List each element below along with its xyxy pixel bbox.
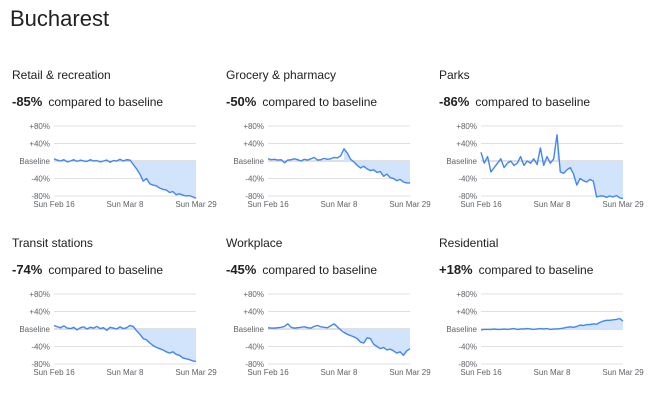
panel-retail: Retail & recreation -85% compared to base… [12,68,222,228]
y-tick-label: +40% [456,308,477,317]
change-value: -74% [12,262,43,277]
y-tick-label: +80% [29,290,50,299]
series-line [267,148,410,184]
change-area [556,318,623,329]
x-tick-label: Sun Feb 16 [460,200,502,209]
y-tick-label: Baseline [19,325,50,334]
x-tick-label: Sun Mar 8 [534,200,571,209]
y-tick-label: -80% [31,192,50,201]
panel-title: Transit stations [12,236,93,250]
y-tick-label: +40% [29,140,50,149]
y-tick-label: Baseline [446,325,477,334]
x-tick-label: Sun Mar 29 [602,200,644,209]
x-tick-label: Sun Mar 29 [389,368,431,377]
change-area [129,160,196,199]
series-line [480,134,624,200]
change-value: -50% [226,94,257,109]
panel-parks: Parks -86% compared to baseline +80% +40% B… [439,68,649,228]
y-tick-label: +40% [29,308,50,317]
change-value: -45% [226,262,257,277]
compare-label: compared to baseline [475,95,591,109]
change-value: -86% [439,94,470,109]
panel-workplace: Workplace -45% compared to baseline +80% +… [226,236,436,396]
x-tick-label: Sun Mar 8 [107,368,144,377]
y-tick-label: Baseline [233,325,264,334]
change-area [556,134,623,199]
y-tick-label: -40% [31,175,50,184]
y-tick-label: +40% [243,308,264,317]
panel-title: Parks [439,68,470,82]
x-tick-label: Sun Mar 8 [107,200,144,209]
x-tick-label: Sun Feb 16 [247,368,289,377]
change-summary: -74% compared to baseline [12,262,163,277]
change-summary: -50% compared to baseline [226,94,377,109]
chart-residential: +80% +40% Baseline -40% -80%Sun Feb 16 Sun Ma… [446,290,644,377]
change-summary: -45% compared to baseline [226,262,377,277]
x-tick-label: Sun Mar 8 [321,200,358,209]
x-tick-label: Sun Feb 16 [33,368,75,377]
change-area [343,148,410,183]
change-value: -85% [12,94,43,109]
y-tick-label: -80% [245,192,264,201]
panel-title: Grocery & pharmacy [226,68,337,82]
y-tick-label: -40% [458,175,477,184]
chart-grocery: +80% +40% Baseline -40% -80%Sun Feb 16 Sun Ma… [233,122,431,209]
x-tick-label: Sun Feb 16 [33,200,75,209]
y-tick-label: -40% [458,343,477,352]
compare-label: compared to baseline [48,263,164,277]
series-line [53,158,197,199]
chart-retail: +80% +40% Baseline -40% -80%Sun Feb 16 Sun Ma… [19,122,217,209]
panel-title: Retail & recreation [12,68,111,82]
y-tick-label: Baseline [446,157,477,166]
y-tick-label: -80% [245,360,264,369]
chart-transit: +80% +40% Baseline -40% -80%Sun Feb 16 Sun Ma… [19,290,217,377]
x-tick-label: Sun Feb 16 [247,200,289,209]
change-value: +18% [439,262,473,277]
y-tick-label: +80% [29,122,50,131]
series-line [480,317,624,331]
change-area [343,329,410,356]
change-summary: -86% compared to baseline [439,94,590,109]
y-tick-label: +80% [456,122,477,131]
panel-title: Residential [439,236,499,250]
compare-label: compared to baseline [262,263,378,277]
x-tick-label: Sun Feb 16 [460,368,502,377]
y-tick-label: +80% [243,122,264,131]
y-tick-label: +40% [456,140,477,149]
y-tick-label: -40% [245,175,264,184]
x-tick-label: Sun Mar 29 [175,368,217,377]
y-tick-label: -80% [458,360,477,369]
y-tick-label: +80% [243,290,264,299]
y-tick-label: -40% [31,343,50,352]
compare-label: compared to baseline [262,95,378,109]
y-tick-label: -80% [458,192,477,201]
change-area [129,325,196,362]
chart-parks: +80% +40% Baseline -40% -80%Sun Feb 16 Sun Ma… [446,122,644,209]
x-tick-label: Sun Mar 29 [389,200,431,209]
panel-transit: Transit stations -74% compared to baselin… [12,236,222,396]
series-line [53,324,197,363]
series-line [267,323,411,356]
x-tick-label: Sun Mar 8 [321,368,358,377]
y-tick-label: Baseline [233,157,264,166]
change-summary: +18% compared to baseline [439,262,593,277]
y-tick-label: Baseline [19,157,50,166]
y-tick-label: +80% [456,290,477,299]
panel-grocery: Grocery & pharmacy -50% compared to basel… [226,68,436,228]
y-tick-label: -40% [245,343,264,352]
x-tick-label: Sun Mar 8 [534,368,571,377]
page-title: Bucharest [10,6,110,31]
panel-title: Workplace [226,236,283,250]
x-tick-label: Sun Mar 29 [602,368,644,377]
y-tick-label: -80% [31,360,50,369]
panel-residential: Residential +18% compared to baseline +80… [439,236,649,396]
change-summary: -85% compared to baseline [12,94,163,109]
compare-label: compared to baseline [48,95,164,109]
y-tick-label: +40% [243,140,264,149]
compare-label: compared to baseline [478,263,594,277]
x-tick-label: Sun Mar 29 [175,200,217,209]
chart-workplace: +80% +40% Baseline -40% -80%Sun Feb 16 Sun Ma… [233,290,431,377]
